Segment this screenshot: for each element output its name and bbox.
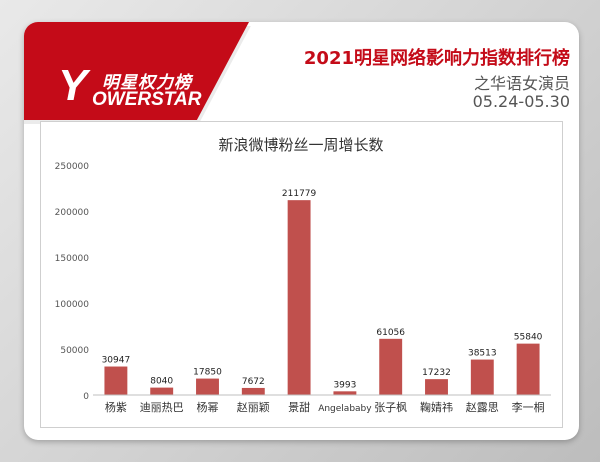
x-category-label: 赵丽颖	[237, 400, 270, 414]
bar	[196, 378, 219, 395]
bar-chart: 新浪微博粉丝一周增长数 0 50000 100000 150000 200000 2500…	[55, 136, 551, 414]
bar-data-label: 8040	[150, 377, 173, 387]
x-category-label: 张子枫	[374, 400, 407, 414]
x-category-label: 景甜	[288, 401, 310, 414]
x-category-label: Angelababy	[318, 404, 372, 414]
y-tick-label: 150000	[55, 254, 90, 264]
bar-data-label: 3993	[333, 380, 356, 390]
bar	[470, 359, 494, 395]
page-subtitle: 之华语女演员	[473, 74, 570, 93]
bar-data-label: 30947	[102, 356, 131, 366]
bar-data-label: 17232	[422, 368, 451, 378]
bar	[333, 391, 357, 395]
bar-data-label: 38513	[468, 349, 497, 359]
bar-data-label: 211779	[282, 189, 317, 199]
x-category-label: 鞠婧祎	[420, 400, 453, 414]
logo-chinese-text: 明星权力榜	[102, 73, 192, 93]
x-category-label: 迪丽热巴	[140, 401, 184, 414]
logo-mark: Y	[58, 61, 87, 110]
x-category-label: 杨幂	[197, 400, 219, 414]
logo-english-text: OWERSTAR	[92, 89, 202, 110]
powerstar-logo: Y 明星权力榜 OWERSTAR	[58, 61, 238, 111]
chart-title: 新浪微博粉丝一周增长数	[218, 136, 383, 154]
bar	[104, 366, 128, 395]
date-range: 05.24-05.30	[472, 92, 570, 111]
page-title: 2021明星网络影响力指数排行榜	[303, 48, 570, 69]
y-tick-label: 250000	[55, 162, 90, 172]
bar	[379, 338, 403, 395]
bar	[287, 200, 311, 395]
y-tick-label: 50000	[60, 346, 89, 356]
bar	[150, 387, 174, 395]
bar	[516, 343, 540, 395]
chart-panel: 新浪微博粉丝一周增长数 0 50000 100000 150000 200000 2500…	[40, 121, 563, 428]
y-tick-label: 200000	[55, 208, 90, 218]
y-tick-label: 100000	[55, 300, 90, 310]
bar	[425, 379, 448, 395]
bars-group: 30947 8040 17850 7672 211779 3993 61056 17232 38…	[102, 189, 543, 395]
bar-data-label: 61056	[376, 328, 405, 338]
x-category-label: 赵露思	[466, 400, 499, 414]
x-category-label: 李一桐	[512, 400, 545, 414]
y-axis: 0 50000 100000 150000 200000 250000	[55, 162, 90, 402]
y-tick-label: 0	[83, 392, 89, 402]
bar-data-label: 7672	[242, 377, 265, 387]
bar-data-label: 55840	[514, 333, 543, 343]
x-axis: 杨紫 迪丽热巴 杨幂 赵丽颖 景甜 Angelababy 张子枫 鞠婧祎 赵露思 李一桐	[93, 394, 551, 414]
bar	[241, 387, 265, 395]
x-category-label: 杨紫	[105, 400, 127, 414]
bar-data-label: 17850	[193, 368, 222, 378]
